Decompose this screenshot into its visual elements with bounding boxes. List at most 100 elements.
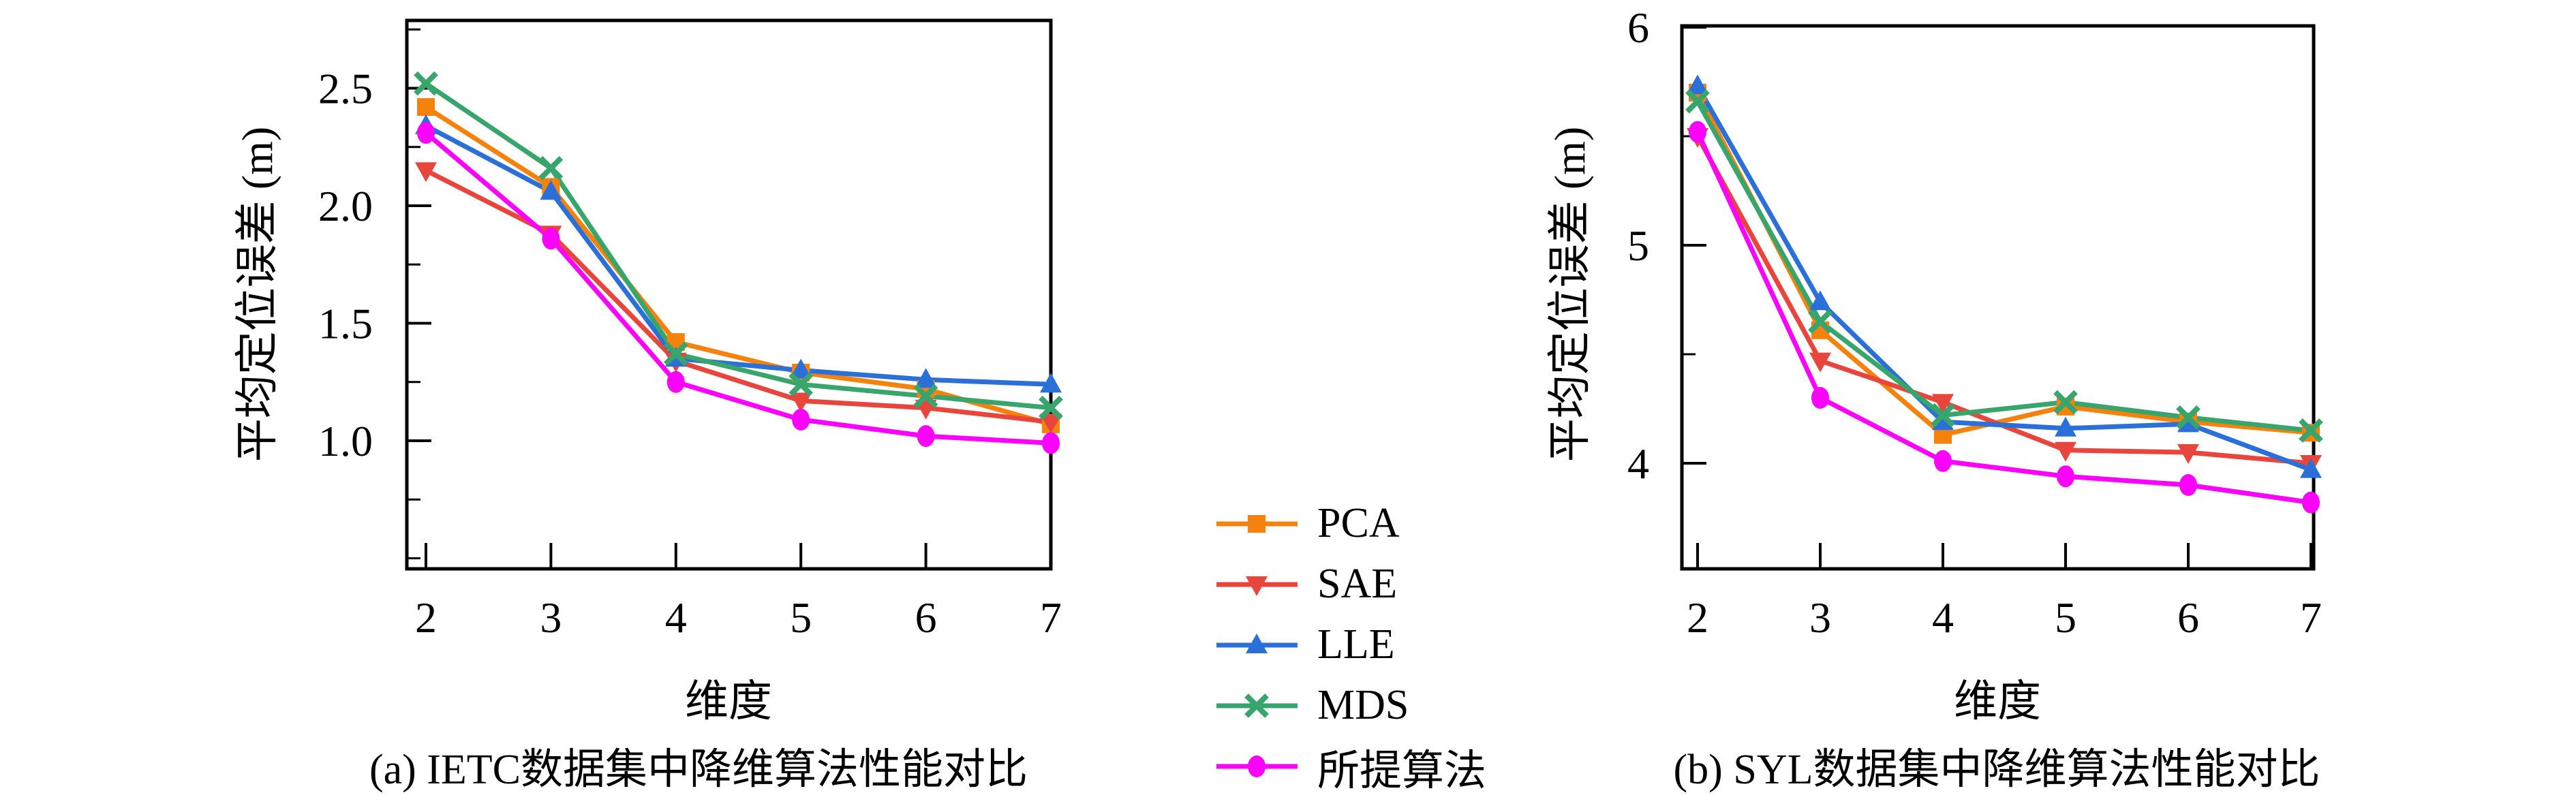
legend-label: SAE: [1317, 561, 1398, 607]
x-tick-label: 6: [2177, 593, 2199, 642]
marker-circle: [792, 408, 810, 431]
marker-triangle-down: [1246, 576, 1268, 596]
marker-triangle-up: [540, 180, 562, 200]
series-line-SAE: [425, 168, 1052, 424]
marker-circle: [1248, 755, 1266, 777]
marker-triangle-down: [1932, 394, 1954, 414]
legend-label: MDS: [1317, 682, 1409, 728]
marker-triangle-down: [1040, 414, 1062, 434]
caption-chart-a: (a) IETC数据集中降维算法性能对比: [369, 747, 1028, 793]
marker-circle: [2302, 491, 2320, 514]
x-tick-label: 5: [2055, 593, 2076, 642]
series-line-MDS: [425, 81, 1052, 411]
y-tick-label: 6: [1627, 3, 1649, 52]
marker-x: [1931, 403, 1955, 428]
legend: PCA SAE LLE MDS 所提算法: [1214, 493, 1596, 795]
y-tick-label: 2.5: [318, 65, 373, 113]
marker-triangle-up: [1246, 633, 1268, 653]
marker-triangle-up: [1809, 290, 1831, 311]
marker-circle: [917, 425, 935, 448]
y-tick-label: 2.0: [318, 182, 373, 230]
x-tick-label: 6: [915, 593, 937, 642]
marker-triangle-down: [2177, 444, 2199, 464]
marker-triangle-up: [2055, 416, 2076, 437]
chart-b-syl: 6 5 4 2 3 4 5 6 7: [1627, 3, 2323, 642]
marker-x: [788, 372, 814, 397]
marker-circle: [1811, 387, 1829, 409]
legend-label: LLE: [1317, 621, 1395, 668]
marker-x: [1039, 395, 1063, 420]
marker-circle: [1934, 450, 1952, 472]
x-tick-label: 2: [415, 593, 437, 642]
marker-x: [1685, 89, 1710, 114]
marker-x: [2299, 418, 2323, 443]
marker-triangle-down: [415, 162, 437, 183]
marker-circle: [1042, 432, 1060, 454]
marker-triangle-up: [1687, 74, 1708, 95]
marker-circle: [542, 228, 560, 250]
series-line-PCA: [1695, 91, 2312, 437]
legend-key-icon: [1216, 693, 1298, 718]
marker-square: [417, 98, 435, 116]
marker-x: [414, 71, 438, 96]
marker-square: [1248, 514, 1266, 533]
marker-triangle-up: [1932, 410, 1954, 431]
series-line-PCA: [425, 105, 1052, 427]
marker-x: [913, 384, 938, 409]
series-line-所提算法: [424, 131, 1052, 446]
chart-a-ietc: 2.5 2.0 1.5 1.0 2 3 4 5 6 7: [318, 18, 1063, 642]
y-tick-label: 4: [1627, 439, 1649, 488]
legend-item-SAE: SAE: [1214, 554, 1596, 614]
y-tick-label: 1.5: [318, 300, 373, 348]
marker-circle: [1689, 121, 1706, 143]
series-line-所提算法: [1695, 131, 2312, 505]
legend-item-LLE: LLE: [1214, 614, 1596, 675]
legend-label: PCA: [1317, 500, 1400, 546]
plot-border: [405, 18, 1053, 571]
marker-circle: [2179, 474, 2197, 496]
legend-label: 所提算法: [1317, 747, 1487, 794]
x-tick-label: 5: [790, 593, 812, 642]
series-line-LLE: [1695, 84, 2312, 472]
marker-triangle-up: [915, 368, 937, 388]
legend-item-所提算法: 所提算法: [1214, 736, 1596, 795]
marker-circle: [417, 122, 435, 144]
marker-triangle-down: [790, 392, 812, 413]
legend-key-icon: [1216, 576, 1298, 596]
x-tick-label: 3: [540, 593, 562, 642]
marker-circle: [666, 371, 685, 393]
x-tick-label: 7: [1040, 593, 1062, 642]
legend-key-icon: [1216, 633, 1298, 653]
y-axis-label-left: 平均定位误差 (m): [233, 126, 281, 463]
marker-x: [663, 341, 688, 367]
marker-x: [538, 155, 564, 181]
x-tick-label: 4: [665, 593, 687, 642]
marker-triangle-up: [2300, 458, 2322, 478]
x-axis-label-right: 维度: [1954, 677, 2041, 726]
y-axis-label-right: 平均定位误差 (m): [1546, 126, 1594, 463]
marker-circle: [2057, 465, 2074, 488]
legend-item-PCA: PCA: [1214, 493, 1596, 554]
marker-x: [1808, 309, 1833, 334]
legend-key-icon: [1216, 755, 1298, 777]
marker-x: [1244, 693, 1269, 718]
marker-triangle-up: [1040, 373, 1062, 393]
x-tick-label: 3: [1809, 593, 1831, 642]
marker-x: [2176, 405, 2201, 430]
series-line-MDS: [1695, 100, 2312, 433]
marker-x: [2053, 390, 2078, 415]
marker-triangle-up: [2177, 412, 2199, 433]
y-tick-label: 1.0: [318, 417, 373, 465]
x-tick-label: 2: [1687, 593, 1708, 642]
marker-triangle-down: [2055, 441, 2076, 462]
legend-item-MDS: MDS: [1214, 675, 1596, 736]
marker-triangle-down: [1809, 352, 1831, 373]
plot-border: [1680, 24, 2316, 571]
y-tick-label: 5: [1627, 221, 1649, 270]
series-line-SAE: [1695, 135, 2312, 466]
caption-chart-b: (b) SYL数据集中降维算法性能对比: [1673, 747, 2320, 793]
legend-key-icon: [1216, 514, 1298, 533]
x-tick-label: 7: [2300, 593, 2322, 642]
x-axis-label-left: 维度: [685, 677, 772, 726]
